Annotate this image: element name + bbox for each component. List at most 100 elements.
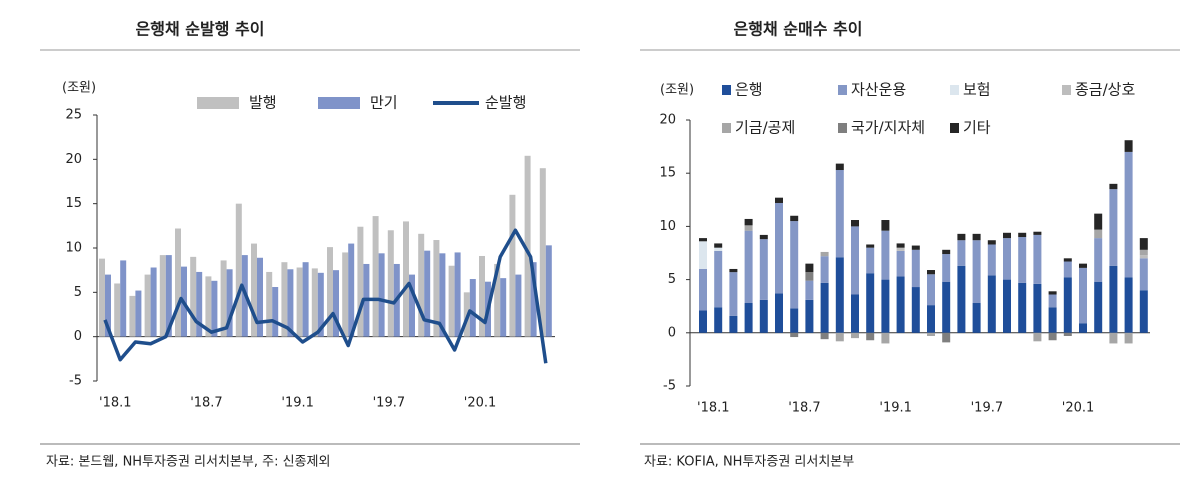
bar-segment	[744, 225, 753, 231]
legend-label: 발행	[249, 94, 277, 112]
bar-segment	[1079, 323, 1087, 333]
bar-segment	[881, 332, 890, 344]
legend-swatch	[950, 123, 959, 133]
bar-segment	[744, 303, 753, 333]
bar-segment	[866, 273, 875, 333]
bar-segment	[896, 250, 905, 277]
bar	[317, 272, 324, 337]
bar	[342, 252, 349, 337]
bar-segment	[805, 280, 814, 300]
bar-segment	[957, 233, 966, 241]
bar-segment	[911, 245, 920, 250]
bar-segment	[775, 197, 783, 203]
y-tick-label: -5	[663, 379, 676, 394]
chart-title: 은행채 순매수 추이	[734, 20, 863, 39]
bar	[433, 240, 440, 337]
bar-segment	[851, 220, 859, 227]
bar-segment	[927, 270, 935, 275]
y-tick-label: 10	[659, 219, 676, 234]
bar-segment	[1063, 258, 1072, 262]
bar	[357, 226, 364, 337]
bar-segment	[790, 308, 799, 333]
bar	[251, 243, 257, 337]
bar	[175, 228, 181, 337]
bar-segment	[759, 239, 768, 300]
bar-segment	[1048, 307, 1057, 333]
bar-segment	[835, 332, 844, 342]
bar-segment	[729, 272, 738, 316]
bar	[333, 270, 339, 337]
x-tick-label: '19.1	[879, 401, 912, 416]
bar-segment	[1139, 290, 1148, 333]
net-line	[103, 228, 548, 364]
legend-label: 기타	[963, 119, 991, 137]
bar-segment	[1094, 238, 1103, 282]
bar-segment	[714, 247, 723, 251]
legend-swatch	[722, 123, 731, 133]
bar-segment	[820, 332, 829, 340]
bar-segment	[881, 230, 890, 280]
bar	[348, 243, 355, 337]
bar-segment	[835, 163, 844, 171]
legend-label: 기금/공제	[735, 119, 795, 137]
bar	[500, 278, 507, 337]
bar	[439, 253, 446, 337]
bar	[129, 295, 136, 337]
bar-segment	[1109, 265, 1118, 333]
bar-segment	[835, 170, 844, 258]
bar-segment	[790, 215, 799, 222]
bar	[494, 263, 501, 337]
bar-segment	[1109, 332, 1118, 344]
bar-segment	[866, 244, 875, 248]
bar-segment	[790, 221, 799, 309]
bar-segment	[759, 299, 768, 333]
bar	[418, 233, 425, 337]
bar	[545, 245, 552, 337]
x-tick-label: '18.7	[788, 401, 821, 416]
y-tick-label: 15	[659, 166, 676, 181]
bar-segment	[1003, 232, 1011, 239]
bar-segment	[942, 281, 951, 333]
bar-segment	[1109, 183, 1118, 190]
source: 자료: 본드웹, NH투자증권 리서치본부, 주: 신종제외	[46, 455, 330, 470]
bar-segment	[1124, 140, 1133, 152]
bar	[424, 250, 431, 337]
bar-segment	[866, 332, 875, 341]
y-tick-label: -5	[69, 374, 82, 389]
bar-segment	[1063, 332, 1072, 336]
bar	[387, 230, 394, 337]
bar-segment	[896, 276, 905, 333]
bar-segment	[987, 244, 996, 276]
bar-segment	[957, 265, 966, 333]
bar-segment	[1139, 258, 1148, 291]
bar-segment	[927, 274, 935, 306]
bar	[159, 255, 166, 337]
bar	[190, 256, 197, 337]
bar	[205, 276, 212, 337]
legend-label: 순발행	[485, 94, 526, 112]
bar-segment	[820, 282, 829, 333]
legend-label: 자산운용	[851, 81, 906, 99]
bar	[469, 279, 476, 337]
bar-segment	[896, 247, 905, 251]
bar-segment	[1124, 332, 1133, 344]
bar-segment	[987, 240, 996, 245]
x-tick-label: '19.7	[971, 401, 1004, 416]
bar-segment	[1033, 283, 1042, 333]
legend-label: 보험	[963, 81, 991, 99]
y-tick-label: 5	[74, 285, 82, 300]
bar-segment	[699, 238, 707, 242]
y-tick-label: 5	[668, 272, 676, 287]
bar-segment	[881, 279, 890, 333]
bar-segment	[1079, 267, 1087, 324]
x-tick-label: '20.1	[1062, 401, 1095, 416]
bar-segment	[1063, 261, 1072, 278]
bar-segment	[729, 315, 738, 333]
bar	[235, 203, 242, 337]
bar	[144, 274, 151, 337]
legend-swatch	[197, 97, 239, 109]
bar-segment	[744, 218, 753, 226]
bar	[372, 216, 379, 337]
bar-segment	[699, 268, 707, 311]
bar-segment	[805, 299, 814, 333]
